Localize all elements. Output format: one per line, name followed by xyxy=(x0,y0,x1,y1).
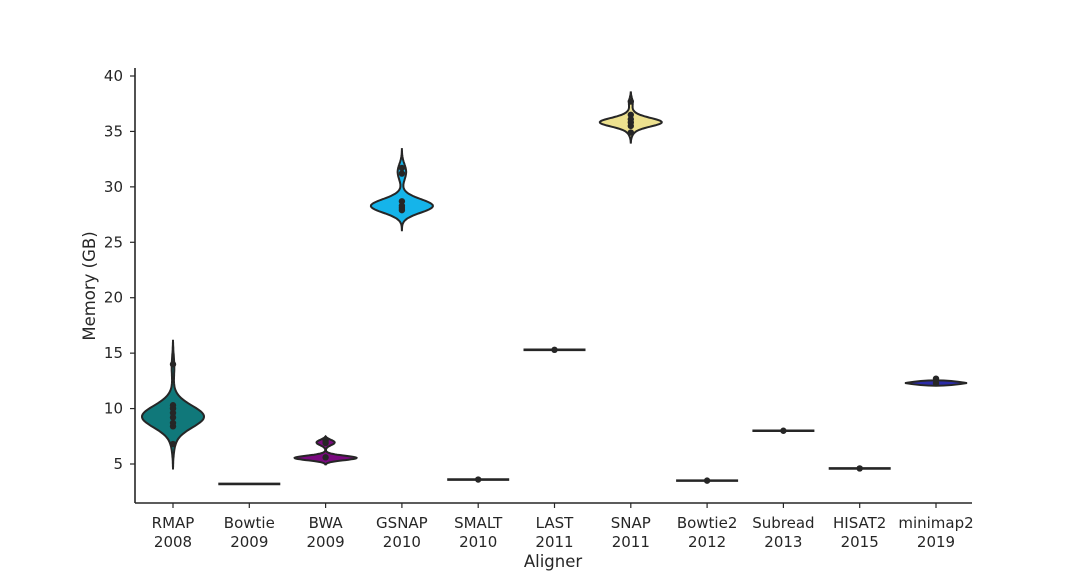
data-point-minimap2 xyxy=(932,379,940,387)
x-tick-label: Bowtie2 2012 xyxy=(677,514,738,551)
violin-gsnap xyxy=(369,148,434,232)
y-tick-label: 15 xyxy=(104,344,123,362)
x-tick-label: RMAP 2008 xyxy=(152,514,195,551)
data-point-gsnap xyxy=(398,164,406,172)
y-tick-label: 30 xyxy=(104,178,123,196)
data-point-rmap xyxy=(169,419,177,427)
data-point-snap xyxy=(627,116,634,123)
x-tick-label: HISAT2 2015 xyxy=(833,514,886,551)
data-point-smalt xyxy=(475,476,482,483)
data-point-rmap xyxy=(169,440,177,448)
violin-bwa xyxy=(293,434,358,466)
y-tick-label: 10 xyxy=(104,400,123,418)
data-point-bwa xyxy=(322,454,329,461)
x-axis-ticks: RMAP 2008 Bowtie 2009 BWA 2009 GSNAP 2010 SMALT 2… xyxy=(152,503,974,551)
y-axis-title: Memory (GB) xyxy=(80,231,99,340)
y-tick-label: 5 xyxy=(113,455,123,473)
data-point-snap xyxy=(627,129,634,136)
data-point-last xyxy=(551,346,558,354)
data-points xyxy=(169,98,940,484)
data-point-hisat2 xyxy=(856,465,863,472)
x-tick-label: SNAP 2011 xyxy=(611,514,651,551)
x-tick-label: LAST 2011 xyxy=(535,514,574,551)
data-point-minimap2 xyxy=(932,375,940,382)
data-point-subread xyxy=(780,427,787,434)
data-point-snap xyxy=(627,98,634,105)
data-point-bowtie2 xyxy=(703,477,711,484)
y-axis-ticks: 5 10 15 20 25 30 35 40 xyxy=(104,67,135,473)
data-point-rmap xyxy=(169,361,177,368)
data-point-snap xyxy=(627,111,634,119)
data-point-rmap xyxy=(169,414,177,421)
y-tick-label: 40 xyxy=(104,67,123,85)
y-tick-label: 25 xyxy=(104,233,123,251)
data-point-gsnap xyxy=(398,198,406,205)
x-tick-label: BWA 2009 xyxy=(307,514,345,551)
data-point-bwa xyxy=(322,437,329,444)
x-tick-label: SMALT 2010 xyxy=(454,514,503,551)
data-point-rmap xyxy=(169,402,177,409)
y-tick-label: 35 xyxy=(104,122,123,140)
y-tick-label: 20 xyxy=(104,289,123,307)
x-tick-label: Subread 2013 xyxy=(752,514,814,551)
data-point-gsnap xyxy=(398,202,406,209)
violins xyxy=(140,91,968,486)
x-tick-label: GSNAP 2010 xyxy=(376,514,428,551)
x-tick-label: minimap2 2019 xyxy=(898,514,973,551)
data-point-gsnap xyxy=(398,170,406,177)
x-tick-label: Bowtie 2009 xyxy=(224,514,275,551)
data-point-rmap xyxy=(169,409,177,417)
x-axis-title: Aligner xyxy=(524,552,583,571)
